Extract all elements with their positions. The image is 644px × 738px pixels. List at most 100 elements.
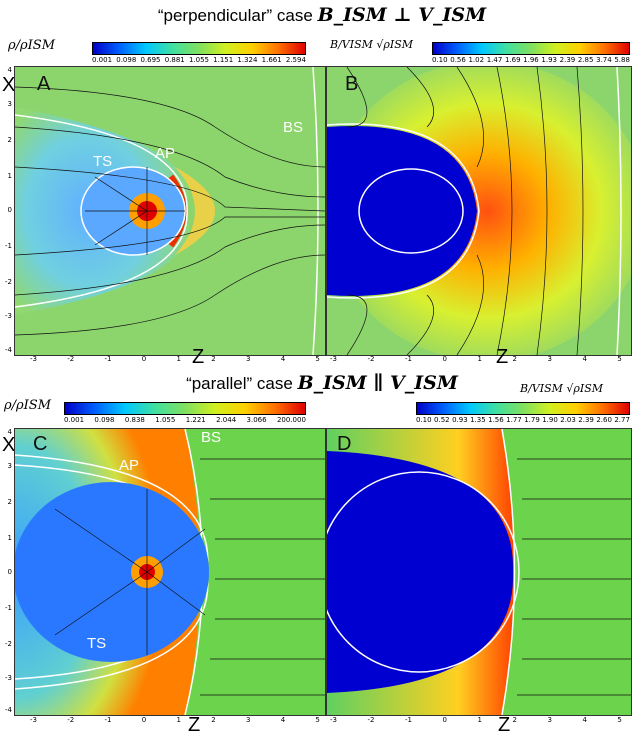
colorbar-tick: 200.000 <box>276 416 306 424</box>
bottom-heading-text: “parallel” case <box>186 374 293 393</box>
colorbar-d-label: B/VISM √ρISM <box>520 382 603 395</box>
colorbar-tick: 1.96 <box>523 56 539 64</box>
x-axis-ticks-bottom: 4 3 2 1 0 -1 -2 -3 -4 <box>0 428 12 714</box>
tick: 3 <box>7 462 12 470</box>
tick: 3 <box>245 716 251 724</box>
colorbar-tick: 1.151 <box>213 56 234 64</box>
colorbar-tick: 2.60 <box>596 416 612 424</box>
tick: 0 <box>442 716 447 724</box>
tick: -2 <box>367 355 375 363</box>
region-label-ap: AP <box>119 457 140 474</box>
colorbar-tick: 0.001 <box>64 416 85 424</box>
tick: -3 <box>30 355 37 363</box>
region-label-ap: AP <box>155 145 176 162</box>
tick: 4 <box>582 355 587 363</box>
tick: -3 <box>5 674 12 682</box>
panel-c-label: C <box>33 433 48 455</box>
colorbar-tick: 1.90 <box>542 416 558 424</box>
tick: -2 <box>5 640 12 648</box>
colorbar-tick: 2.85 <box>577 56 594 64</box>
tick: 5 <box>315 716 320 724</box>
colorbar-tick: 1.661 <box>261 56 282 64</box>
tick: -4 <box>5 346 12 354</box>
panel-a: A TS AP BS <box>14 66 326 356</box>
colorbar-tick: 0.001 <box>92 56 113 64</box>
tick: 1 <box>477 355 482 363</box>
tick: -1 <box>5 242 12 250</box>
tick: -2 <box>367 716 375 724</box>
tick: -2 <box>5 278 12 286</box>
colorbar-b-ticks: 0.10 0.56 1.02 1.47 1.69 1.96 1.93 2.39 … <box>432 56 630 66</box>
tick: 2 <box>512 355 517 363</box>
tick: 1 <box>7 534 12 542</box>
colorbar-tick: 3.74 <box>596 56 612 64</box>
tick: 3 <box>547 355 552 363</box>
colorbar-tick: 1.47 <box>486 56 503 64</box>
colorbar-a <box>92 42 306 55</box>
tick: 5 <box>617 716 622 724</box>
panel-a-label: A <box>37 73 51 95</box>
panel-b-label: B <box>345 73 359 95</box>
tick: 4 <box>7 428 12 436</box>
tick: 5 <box>315 355 320 363</box>
x-axis-ticks-top: 4 3 2 1 0 -1 -2 -3 -4 <box>0 66 12 354</box>
colorbar-tick: 2.044 <box>216 416 237 424</box>
colorbar-tick: 0.52 <box>434 416 450 424</box>
tick: -1 <box>405 355 412 363</box>
tick: 2 <box>211 355 216 363</box>
tick: 4 <box>7 66 12 74</box>
tick: 0 <box>141 716 147 724</box>
tick: 1 <box>176 355 181 363</box>
colorbar-d-ticks: 0.10 0.52 0.93 1.35 1.56 1.77 1.79 1.90 … <box>416 416 630 426</box>
colorbar-tick: 1.79 <box>524 416 540 424</box>
colorbar-tick: 0.93 <box>452 416 468 424</box>
top-heading-text: “perpendicular” case <box>157 6 313 25</box>
colorbar-tick: 1.02 <box>468 56 485 64</box>
colorbar-tick: 0.838 <box>124 416 145 424</box>
tick: 3 <box>547 716 552 724</box>
colorbar-tick: 1.324 <box>237 56 258 64</box>
colorbar-tick: 0.10 <box>432 56 448 64</box>
region-label-bs: BS <box>201 429 222 446</box>
z-axis-ticks-a: -3 -2 -1 0 1 2 3 4 5 <box>30 355 320 363</box>
colorbar-c-ticks: 0.001 0.098 0.838 1.055 1.221 2.044 3.06… <box>64 416 306 426</box>
z-axis-title-d: Z <box>498 714 511 736</box>
colorbar-tick: 0.098 <box>94 416 115 424</box>
z-axis-title-a: Z <box>192 346 205 368</box>
tick: -2 <box>67 716 75 724</box>
panel-d-field <box>327 429 631 715</box>
top-heading: “perpendicular” case B_ISM ⊥ V_ISM <box>0 4 644 26</box>
colorbar-tick: 2.594 <box>285 56 306 64</box>
tick: 5 <box>617 355 622 363</box>
colorbar-tick: 1.221 <box>185 416 206 424</box>
z-axis-title-b: Z <box>496 346 509 368</box>
tick: -3 <box>330 355 337 363</box>
panel-d-label: D <box>337 433 352 455</box>
tick: -3 <box>30 716 37 724</box>
z-axis-ticks-b: -3 -2 -1 0 1 2 3 4 5 <box>330 355 622 363</box>
colorbar-tick: 0.881 <box>164 56 185 64</box>
region-label-bs: BS <box>283 119 304 136</box>
colorbar-tick: 1.69 <box>504 56 521 64</box>
colorbar-b-label: B/VISM √ρISM <box>330 38 413 51</box>
panel-b-field <box>327 67 631 355</box>
tick: -3 <box>5 312 12 320</box>
colorbar-tick: 1.56 <box>488 416 504 424</box>
tick: 0 <box>141 355 147 363</box>
tick: 1 <box>477 716 482 724</box>
tick: 4 <box>582 716 587 724</box>
tick: 3 <box>245 355 251 363</box>
colorbar-tick: 2.03 <box>560 416 576 424</box>
tick: -1 <box>104 716 112 724</box>
panel-c: C AP BS TS <box>14 428 326 716</box>
colorbar-tick: 0.10 <box>416 416 432 424</box>
colorbar-tick: 3.066 <box>246 416 267 424</box>
colorbar-tick: 5.88 <box>614 56 630 64</box>
colorbar-tick: 0.098 <box>116 56 137 64</box>
tick: -1 <box>5 604 12 612</box>
bottom-heading: “parallel” case B_ISM ∥ V_ISM <box>0 372 644 394</box>
tick: 1 <box>7 172 12 180</box>
colorbar-b <box>432 42 630 55</box>
panel-d: D <box>326 428 632 716</box>
tick: 2 <box>211 716 216 724</box>
